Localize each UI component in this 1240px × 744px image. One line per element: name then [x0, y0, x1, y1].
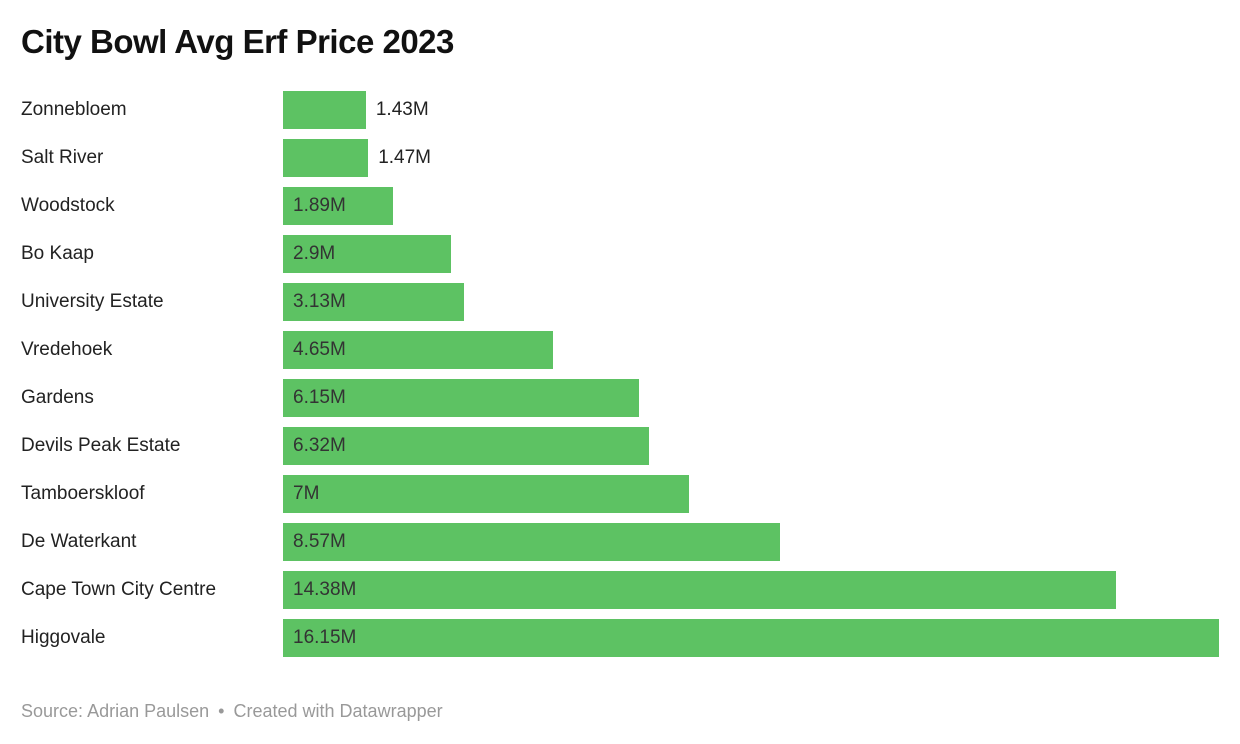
bar-track: 3.13M: [283, 282, 1219, 321]
bar-row: Bo Kaap 2.9M: [21, 230, 1219, 278]
bar-chart: Zonnebloem 1.43M Salt River 1.47M Woodstock 1…: [21, 86, 1219, 662]
bar[interactable]: 7M: [283, 474, 689, 513]
bar-track: 1.89M: [283, 186, 1219, 225]
category-label: De Waterkant: [21, 530, 137, 552]
bar[interactable]: 8.57M: [283, 522, 780, 561]
bar-track: 16.15M: [283, 618, 1219, 657]
bar[interactable]: 3.13M: [283, 282, 465, 321]
bar-row: Cape Town City Centre 14.38M: [21, 566, 1219, 614]
bar-row: Gardens 6.15M: [21, 374, 1219, 422]
bar[interactable]: [283, 138, 369, 177]
bar-value-label: 1.47M: [378, 146, 431, 168]
bar-row: Vredehoek 4.65M: [21, 326, 1219, 374]
bar-row: Woodstock 1.89M: [21, 182, 1219, 230]
bar-row: Tamboerskloof 7M: [21, 470, 1219, 518]
bar-track: 14.38M: [283, 570, 1219, 609]
chart-title: City Bowl Avg Erf Price 2023: [21, 23, 454, 60]
bar-track: 1.43M: [283, 90, 1219, 129]
bar-track: 6.32M: [283, 426, 1219, 465]
chart-footer: Source: Adrian Paulsen • Created with Da…: [21, 701, 1219, 722]
bar-value-label: 3.13M: [293, 290, 346, 312]
bar[interactable]: 6.15M: [283, 378, 640, 417]
bar[interactable]: 1.89M: [283, 186, 393, 225]
footer-separator: •: [218, 700, 225, 721]
bar-value-label: 16.15M: [293, 626, 357, 648]
bar[interactable]: 16.15M: [283, 618, 1219, 657]
bar-track: 7M: [283, 474, 1219, 513]
bar-value-label: 6.32M: [293, 434, 346, 456]
bar-value-label: 1.89M: [293, 194, 346, 216]
category-label: Zonnebloem: [21, 98, 127, 120]
category-label: Tamboerskloof: [21, 482, 145, 504]
category-label: Salt River: [21, 146, 104, 168]
bar-row: Zonnebloem 1.43M: [21, 86, 1219, 134]
bar-value-label: 6.15M: [293, 386, 346, 408]
category-label: Cape Town City Centre: [21, 578, 217, 600]
bar[interactable]: [283, 90, 366, 129]
datawrapper-credit-link[interactable]: Created with Datawrapper: [233, 700, 443, 721]
bar-value-label: 1.43M: [375, 98, 429, 120]
bar-row: Higgovale 16.15M: [21, 614, 1219, 662]
bar-value-label: 8.57M: [293, 530, 346, 552]
bar[interactable]: 4.65M: [283, 330, 553, 369]
bar[interactable]: 14.38M: [283, 570, 1117, 609]
bar-track: 8.57M: [283, 522, 1219, 561]
bar-row: De Waterkant 8.57M: [21, 518, 1219, 566]
category-label: Higgovale: [21, 626, 106, 648]
category-label: Devils Peak Estate: [21, 434, 181, 456]
source-name-link[interactable]: Adrian Paulsen: [87, 700, 210, 721]
bar-value-label: 14.38M: [293, 578, 357, 600]
category-label: Bo Kaap: [21, 242, 94, 264]
bar[interactable]: 6.32M: [283, 426, 650, 465]
bar-track: 4.65M: [283, 330, 1219, 369]
category-label: Gardens: [21, 386, 94, 408]
bar-track: 1.47M: [283, 138, 1219, 177]
bar-row: University Estate 3.13M: [21, 278, 1219, 326]
bar-value-label: 2.9M: [293, 242, 336, 264]
bar-track: 2.9M: [283, 234, 1219, 273]
bar-row: Devils Peak Estate 6.32M: [21, 422, 1219, 470]
source-label: Source:: [21, 700, 84, 721]
bar-value-label: 4.65M: [293, 338, 346, 360]
category-label: University Estate: [21, 290, 164, 312]
bar-track: 6.15M: [283, 378, 1219, 417]
category-label: Vredehoek: [21, 338, 113, 360]
bar-value-label: 7M: [293, 482, 320, 504]
bar-row: Salt River 1.47M: [21, 134, 1219, 182]
bar[interactable]: 2.9M: [283, 234, 452, 273]
category-label: Woodstock: [21, 194, 115, 216]
